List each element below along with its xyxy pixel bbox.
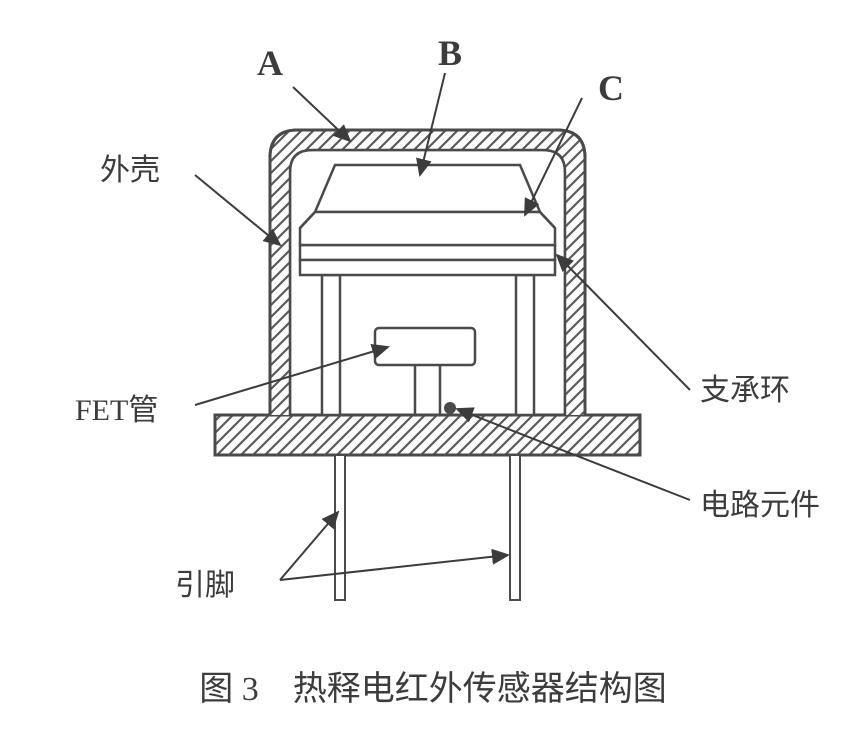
sensor-diagram: A B C 外壳 FET管 引脚 支承环 电路元件 图 3 热释电红外传感器结构… [0, 0, 865, 745]
figure-caption: 图 3 热释电红外传感器结构图 [199, 670, 667, 708]
circuit-element [444, 402, 456, 414]
leader-pins-1 [280, 512, 338, 580]
label-circuit-elem: 电路元件 [700, 489, 820, 522]
leader-pins-2 [280, 555, 508, 580]
pins [335, 455, 520, 600]
label-A: A [257, 43, 283, 83]
base-plate [215, 415, 640, 455]
label-support-ring: 支承环 [700, 374, 790, 407]
label-C: C [598, 68, 624, 108]
support-ring [300, 245, 555, 275]
sensor-window [300, 165, 555, 245]
label-outer-shell: 外壳 [100, 154, 160, 187]
leader-fet [195, 347, 388, 405]
fet-transistor [375, 328, 475, 415]
label-B: B [438, 33, 462, 73]
leader-B [420, 73, 445, 175]
label-fet: FET管 [75, 394, 158, 427]
leader-outer-shell [195, 175, 280, 245]
label-pins: 引脚 [175, 569, 235, 602]
